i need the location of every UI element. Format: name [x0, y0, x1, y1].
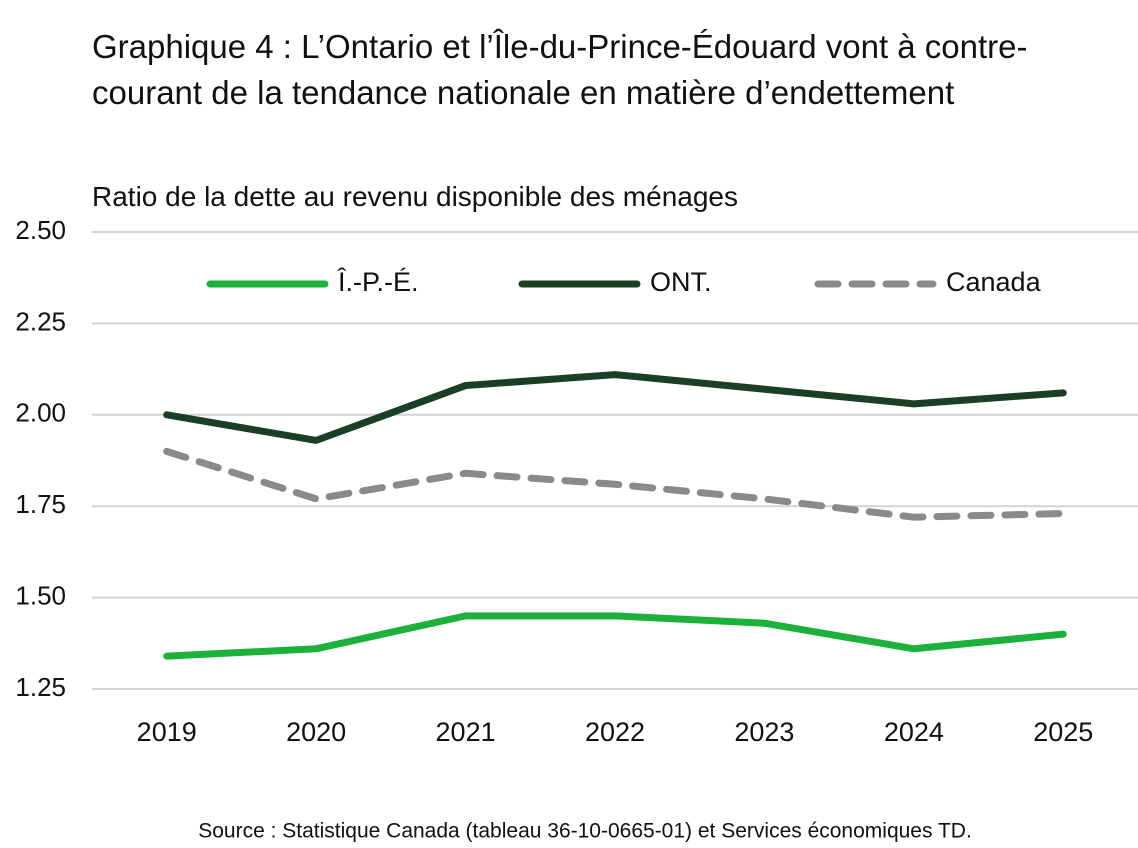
y-tick-label: 2.25 [15, 306, 66, 336]
x-tick-label: 2024 [884, 717, 944, 747]
legend-label: ONT. [650, 267, 712, 297]
source-note: Source : Statistique Canada (tableau 36-… [198, 820, 972, 843]
data-line [163, 371, 1067, 444]
data-line [163, 612, 1067, 660]
x-tick-label: 2022 [585, 717, 645, 747]
legend-label: Î.-P.-É. [337, 266, 419, 297]
chart-subtitle: Ratio de la dette au revenu disponible d… [92, 181, 738, 212]
x-tick-label: 2025 [1033, 717, 1093, 747]
y-tick-label: 1.25 [15, 672, 66, 702]
y-tick-label: 2.00 [15, 398, 66, 428]
x-tick-label: 2019 [137, 717, 197, 747]
x-tick-label: 2023 [734, 717, 794, 747]
y-tick-label: 2.50 [15, 215, 66, 245]
y-tick-label: 1.75 [15, 489, 66, 519]
legend-label: Canada [946, 267, 1042, 297]
data-line [163, 447, 1067, 521]
x-tick-label: 2021 [436, 717, 496, 747]
chart-title: Graphique 4 : L’Ontario et l’Île-du-Prin… [92, 28, 1028, 111]
x-tick-label: 2020 [286, 717, 346, 747]
y-tick-label: 1.50 [15, 580, 66, 610]
